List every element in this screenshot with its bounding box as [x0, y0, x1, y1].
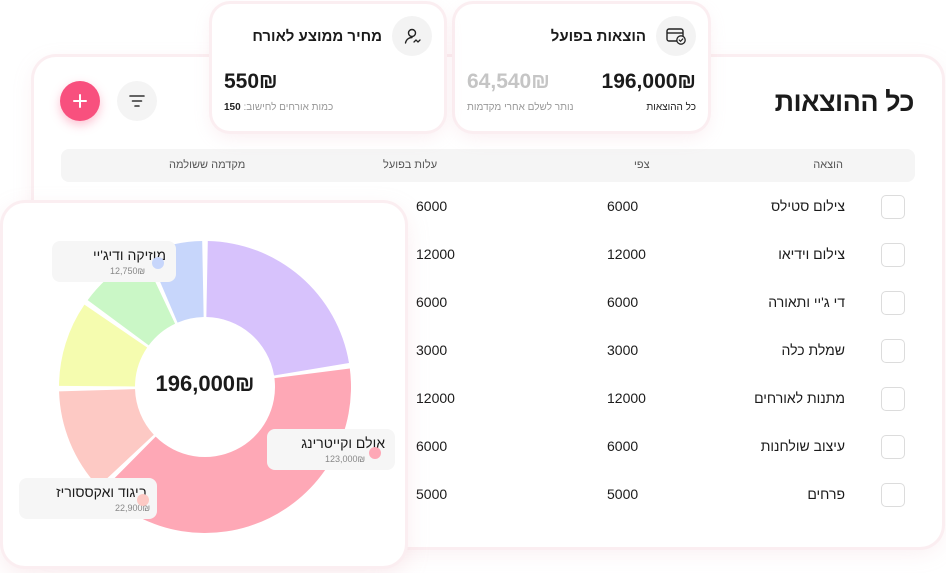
row-checkbox[interactable]	[881, 291, 905, 315]
row-checkbox[interactable]	[881, 243, 905, 267]
row-name: צילום סטילס	[771, 198, 845, 214]
page-title: כל ההוצאות	[774, 87, 915, 117]
row-actual: 6000	[416, 294, 448, 310]
row-estimated: 6000	[607, 438, 639, 454]
row-estimated: 12000	[607, 246, 646, 262]
row-name: עיצוב שולחנות	[760, 438, 845, 454]
avg-guest-card: מחיר ממוצע לאורח 550₪ כמות אורחים לחישוב…	[212, 4, 444, 131]
donut-slice-3[interactable]	[59, 304, 148, 387]
row-checkbox[interactable]	[881, 483, 905, 507]
plus-icon	[73, 94, 87, 108]
header-expense: הוצאה	[813, 159, 843, 171]
guest-count-label: כמות אורחים לחישוב:	[243, 102, 334, 113]
row-checkbox[interactable]	[881, 195, 905, 219]
row-checkbox[interactable]	[881, 339, 905, 363]
expenses-summary-card: הוצאות בפועל 196,000₪ כל ההוצאות 64,540₪…	[455, 4, 708, 131]
row-actual: 5000	[416, 486, 448, 502]
donut-chart-card: 196,000₪ מוזיקה ודיג'יי 12,750₪ אולם וקי…	[3, 203, 405, 566]
legend-music: מוזיקה ודיג'יי 12,750₪	[52, 241, 176, 282]
add-expense-button[interactable]	[60, 81, 100, 121]
table-row: פרחים 5000 5000	[61, 472, 915, 520]
header-estimated: צפי	[634, 159, 650, 171]
donut-center-total: 196,000₪	[155, 371, 255, 396]
row-actual: 3000	[416, 342, 448, 358]
guest-count-value: 150	[224, 102, 241, 113]
filter-icon	[129, 95, 145, 107]
row-estimated: 12000	[607, 390, 646, 406]
user-icon	[392, 16, 432, 56]
remaining-label: נותר לשלם אחרי מקדמות	[467, 102, 574, 113]
row-name: פרחים	[807, 486, 845, 502]
table-row: מתנות לאורחים 12000 12000	[61, 376, 915, 424]
legend-clothing: ביגוד ואקססוריז 22,900₪	[19, 478, 157, 519]
table-row: צילום סטילס 6000 6000	[61, 184, 915, 232]
avg-guest-value: 550₪	[224, 70, 278, 93]
guest-count-line: כמות אורחים לחישוב: 150	[224, 102, 333, 113]
donut-slice-2[interactable]	[59, 389, 154, 487]
table-header: הוצאה צפי עלות בפועל מקדמה ששולמה	[61, 149, 915, 182]
table-row: די ג'יי ותאורה 6000 6000	[61, 280, 915, 328]
row-checkbox[interactable]	[881, 435, 905, 459]
stat-title-expenses: הוצאות בפועל	[550, 28, 646, 45]
donut-slice-0[interactable]	[206, 241, 350, 376]
row-name: שמלת כלה	[781, 342, 845, 358]
row-name: מתנות לאורחים	[754, 390, 845, 406]
legend-dot-venue	[369, 447, 381, 459]
row-estimated: 6000	[607, 294, 639, 310]
row-actual: 6000	[416, 198, 448, 214]
total-expenses-value: 196,000₪	[601, 70, 696, 93]
header-deposit: מקדמה ששולמה	[169, 159, 246, 171]
row-actual: 12000	[416, 390, 455, 406]
row-actual: 6000	[416, 438, 448, 454]
legend-dot-music	[152, 257, 164, 269]
row-estimated: 6000	[607, 198, 639, 214]
legend-dot-clothing	[137, 494, 149, 506]
donut-slice-1[interactable]	[102, 368, 352, 533]
row-name: די ג'יי ותאורה	[768, 294, 845, 310]
row-actual: 12000	[416, 246, 455, 262]
remaining-value: 64,540₪	[467, 70, 550, 93]
total-expenses-label: כל ההוצאות	[646, 102, 696, 113]
row-name: צילום וידיאו	[778, 246, 845, 262]
filter-button[interactable]	[117, 81, 157, 121]
card-check-icon	[656, 16, 696, 56]
row-checkbox[interactable]	[881, 387, 905, 411]
header-actual: עלות בפועל	[383, 159, 438, 171]
row-estimated: 5000	[607, 486, 639, 502]
legend-venue: אולם וקייטרינג 123,000₪	[267, 429, 395, 470]
table-row: עיצוב שולחנות 6000 6000	[61, 424, 915, 472]
stat-title-avg-guest: מחיר ממוצע לאורח	[252, 28, 382, 45]
table-row: שמלת כלה 3000 3000	[61, 328, 915, 376]
table-row: צילום וידיאו 12000 12000	[61, 232, 915, 280]
row-estimated: 3000	[607, 342, 639, 358]
